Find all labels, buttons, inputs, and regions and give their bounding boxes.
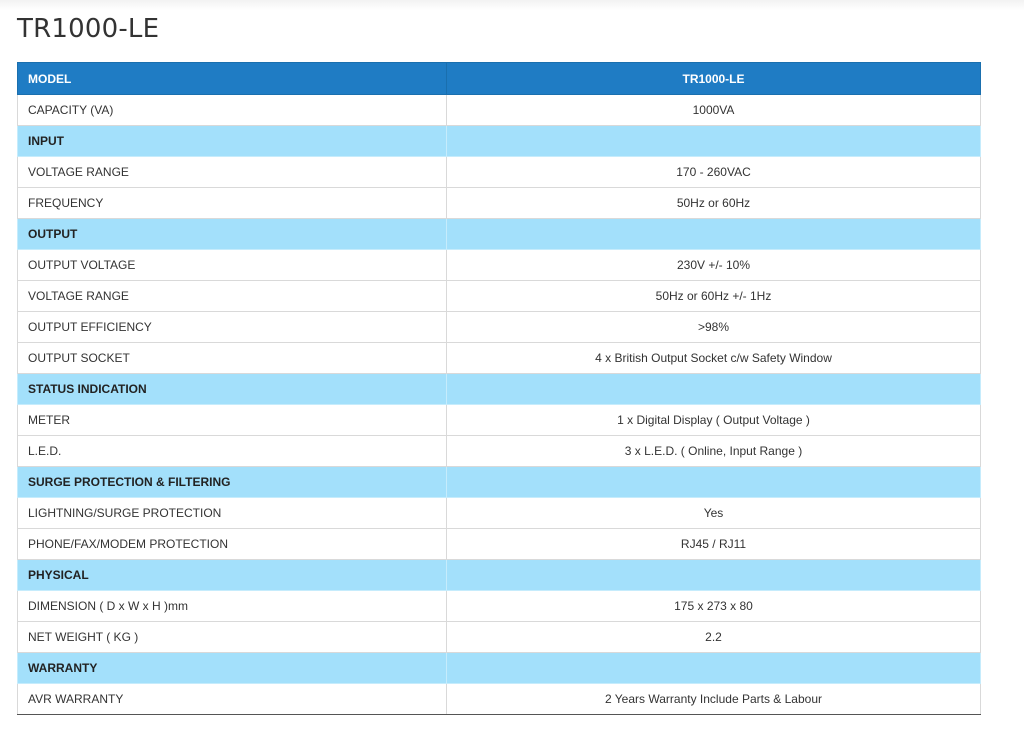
table-row: PHONE/FAX/MODEM PROTECTION RJ45 / RJ11 bbox=[17, 528, 981, 560]
spec-value: >98% bbox=[446, 311, 981, 343]
spec-value: 50Hz or 60Hz +/- 1Hz bbox=[446, 280, 981, 312]
section-value bbox=[446, 125, 981, 157]
header-value: TR1000-LE bbox=[446, 62, 981, 95]
section-label: WARRANTY bbox=[17, 652, 447, 684]
section-label: INPUT bbox=[17, 125, 447, 157]
section-value bbox=[446, 466, 981, 498]
header-label: MODEL bbox=[17, 62, 447, 95]
spec-value: Yes bbox=[446, 497, 981, 529]
table-row: OUTPUT EFFICIENCY >98% bbox=[17, 311, 981, 343]
spec-label: NET WEIGHT ( KG ) bbox=[17, 621, 447, 653]
section-row: STATUS INDICATION bbox=[17, 373, 981, 405]
spec-label: PHONE/FAX/MODEM PROTECTION bbox=[17, 528, 447, 560]
section-value bbox=[446, 652, 981, 684]
table-row: OUTPUT VOLTAGE 230V +/- 10% bbox=[17, 249, 981, 281]
page-title: TR1000-LE bbox=[17, 14, 160, 44]
spec-label: AVR WARRANTY bbox=[17, 683, 447, 715]
spec-label: OUTPUT VOLTAGE bbox=[17, 249, 447, 281]
spec-value: 170 - 260VAC bbox=[446, 156, 981, 188]
table-row: NET WEIGHT ( KG ) 2.2 bbox=[17, 621, 981, 653]
table-row: AVR WARRANTY 2 Years Warranty Include Par… bbox=[17, 683, 981, 715]
table-row: DIMENSION ( D x W x H )mm 175 x 273 x 80 bbox=[17, 590, 981, 622]
section-row: OUTPUT bbox=[17, 218, 981, 250]
section-row: INPUT bbox=[17, 125, 981, 157]
spec-value: 175 x 273 x 80 bbox=[446, 590, 981, 622]
section-label: OUTPUT bbox=[17, 218, 447, 250]
table-row: FREQUENCY 50Hz or 60Hz bbox=[17, 187, 981, 219]
section-row: WARRANTY bbox=[17, 652, 981, 684]
spec-value: 3 x L.E.D. ( Online, Input Range ) bbox=[446, 435, 981, 467]
spec-label: VOLTAGE RANGE bbox=[17, 280, 447, 312]
spec-table: MODEL TR1000-LE CAPACITY (VA) 1000VA INPUT… bbox=[17, 62, 981, 715]
spec-label: L.E.D. bbox=[17, 435, 447, 467]
section-label: SURGE PROTECTION & FILTERING bbox=[17, 466, 447, 498]
section-value bbox=[446, 559, 981, 591]
section-row: PHYSICAL bbox=[17, 559, 981, 591]
spec-value: RJ45 / RJ11 bbox=[446, 528, 981, 560]
spec-table-body: CAPACITY (VA) 1000VA INPUT VOLTAGE RANGE 170… bbox=[17, 94, 981, 715]
spec-value: 1000VA bbox=[446, 94, 981, 126]
section-row: SURGE PROTECTION & FILTERING bbox=[17, 466, 981, 498]
table-row: METER 1 x Digital Display ( Output Voltag… bbox=[17, 404, 981, 436]
spec-label: DIMENSION ( D x W x H )mm bbox=[17, 590, 447, 622]
spec-value: 1 x Digital Display ( Output Voltage ) bbox=[446, 404, 981, 436]
table-header-row: MODEL TR1000-LE bbox=[17, 62, 981, 95]
spec-label: METER bbox=[17, 404, 447, 436]
spec-label: LIGHTNING/SURGE PROTECTION bbox=[17, 497, 447, 529]
section-value bbox=[446, 373, 981, 405]
spec-label: OUTPUT SOCKET bbox=[17, 342, 447, 374]
table-row: VOLTAGE RANGE 50Hz or 60Hz +/- 1Hz bbox=[17, 280, 981, 312]
section-value bbox=[446, 218, 981, 250]
spec-value: 2.2 bbox=[446, 621, 981, 653]
section-label: STATUS INDICATION bbox=[17, 373, 447, 405]
spec-label: CAPACITY (VA) bbox=[17, 94, 447, 126]
spec-value: 50Hz or 60Hz bbox=[446, 187, 981, 219]
spec-label: OUTPUT EFFICIENCY bbox=[17, 311, 447, 343]
table-row: L.E.D. 3 x L.E.D. ( Online, Input Range ) bbox=[17, 435, 981, 467]
spec-label: FREQUENCY bbox=[17, 187, 447, 219]
spec-label: VOLTAGE RANGE bbox=[17, 156, 447, 188]
table-row: VOLTAGE RANGE 170 - 260VAC bbox=[17, 156, 981, 188]
spec-value: 230V +/- 10% bbox=[446, 249, 981, 281]
table-row: OUTPUT SOCKET 4 x British Output Socket c… bbox=[17, 342, 981, 374]
spec-value: 2 Years Warranty Include Parts & Labour bbox=[446, 683, 981, 715]
section-label: PHYSICAL bbox=[17, 559, 447, 591]
top-bar bbox=[0, 0, 1024, 10]
table-row: LIGHTNING/SURGE PROTECTION Yes bbox=[17, 497, 981, 529]
spec-value: 4 x British Output Socket c/w Safety Win… bbox=[446, 342, 981, 374]
table-row: CAPACITY (VA) 1000VA bbox=[17, 94, 981, 126]
